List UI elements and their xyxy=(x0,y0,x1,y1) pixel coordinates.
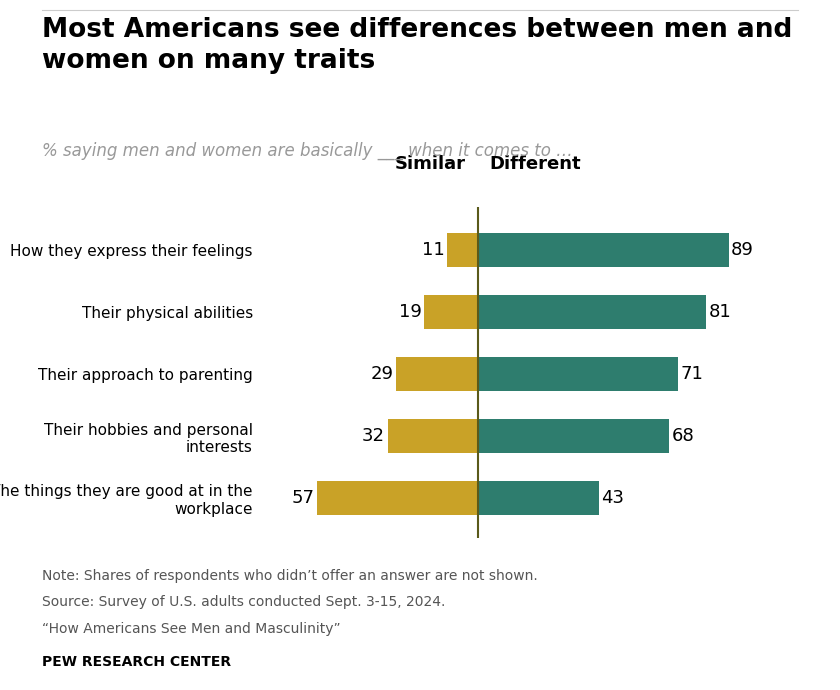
Text: 32: 32 xyxy=(362,427,385,445)
Text: 68: 68 xyxy=(672,427,695,445)
Text: 43: 43 xyxy=(601,489,624,507)
Text: Source: Survey of U.S. adults conducted Sept. 3-15, 2024.: Source: Survey of U.S. adults conducted … xyxy=(42,595,445,609)
Bar xyxy=(478,419,669,453)
Text: 57: 57 xyxy=(291,489,315,507)
Text: 19: 19 xyxy=(399,303,422,322)
Bar xyxy=(396,357,478,391)
Bar xyxy=(478,357,678,391)
Text: 81: 81 xyxy=(708,303,731,322)
Text: 71: 71 xyxy=(680,365,703,383)
Text: % saying men and women are basically ___ when it comes to …: % saying men and women are basically ___… xyxy=(42,141,573,159)
Text: “How Americans See Men and Masculinity”: “How Americans See Men and Masculinity” xyxy=(42,622,341,635)
Text: PEW RESEARCH CENTER: PEW RESEARCH CENTER xyxy=(42,655,231,669)
Bar xyxy=(424,295,478,329)
Bar xyxy=(447,233,478,267)
Bar xyxy=(387,419,478,453)
Text: Note: Shares of respondents who didn’t offer an answer are not shown.: Note: Shares of respondents who didn’t o… xyxy=(42,569,538,583)
Text: Most Americans see differences between men and
women on many traits: Most Americans see differences between m… xyxy=(42,17,792,75)
Bar xyxy=(478,295,706,329)
Bar xyxy=(478,233,728,267)
Text: 29: 29 xyxy=(370,365,394,383)
Bar xyxy=(318,481,478,515)
Text: 89: 89 xyxy=(731,241,753,259)
Bar xyxy=(478,481,599,515)
Text: 11: 11 xyxy=(422,241,444,259)
Text: Different: Different xyxy=(490,155,581,173)
Text: Similar: Similar xyxy=(395,155,465,173)
